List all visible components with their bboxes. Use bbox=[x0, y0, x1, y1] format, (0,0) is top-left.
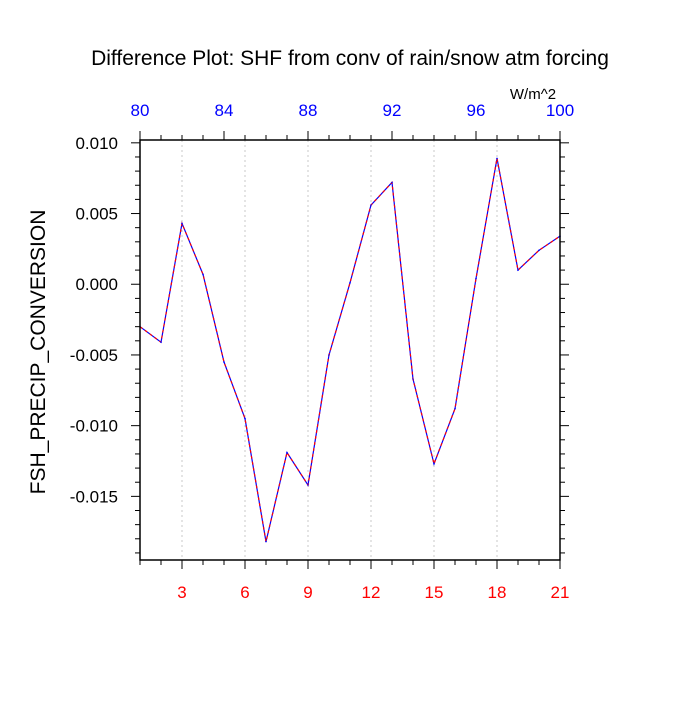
data-point bbox=[223, 361, 225, 363]
top-tick-label: 88 bbox=[299, 101, 318, 120]
data-point bbox=[538, 249, 540, 252]
top-axis-units: W/m^2 bbox=[510, 86, 556, 103]
data-point bbox=[496, 157, 498, 160]
chart-title: Difference Plot: SHF from conv of rain/s… bbox=[91, 47, 609, 70]
data-point bbox=[370, 204, 372, 206]
x-tick-label: 21 bbox=[551, 583, 570, 602]
top-tick-label: 92 bbox=[383, 101, 402, 120]
x-tick-label: 12 bbox=[362, 583, 381, 602]
tick-labels: 3 6 9 12 15 18 21 80 84 88 92 96 100 0.010 0.005 0.000 -… bbox=[70, 101, 574, 602]
top-tick-label: 84 bbox=[215, 101, 234, 120]
y-tick-label: -0.015 bbox=[70, 487, 118, 506]
top-tick-label: 96 bbox=[467, 101, 486, 120]
y-tick-label: 0.005 bbox=[75, 205, 118, 224]
y-axis-label: FSH_PRECIP_CONVERSION bbox=[27, 210, 50, 495]
x-tick-label: 9 bbox=[303, 583, 312, 602]
y-tick-label: 0.000 bbox=[75, 275, 118, 294]
top-tick-label: 80 bbox=[131, 101, 150, 120]
x-tick-label: 18 bbox=[488, 583, 507, 602]
data-point bbox=[517, 269, 519, 271]
data-point bbox=[475, 277, 477, 280]
series-line-dashes bbox=[139, 158, 561, 542]
data-point bbox=[328, 354, 330, 356]
y-tick-label: -0.010 bbox=[70, 417, 118, 436]
data-point bbox=[454, 407, 456, 410]
x-tick-label: 6 bbox=[240, 583, 249, 602]
data-point bbox=[202, 273, 204, 276]
data-point bbox=[412, 378, 414, 380]
data-point bbox=[307, 484, 309, 486]
gridlines bbox=[181, 140, 561, 560]
x-tick-label: 15 bbox=[425, 583, 444, 602]
series-group bbox=[139, 157, 561, 543]
data-point bbox=[244, 417, 246, 420]
data-point bbox=[391, 181, 393, 184]
x-tick-label: 3 bbox=[177, 583, 186, 602]
data-point bbox=[433, 463, 435, 465]
axis-ticks bbox=[131, 131, 569, 569]
top-tick-label: 100 bbox=[546, 101, 574, 120]
y-tick-label: 0.010 bbox=[75, 134, 118, 153]
data-point bbox=[181, 222, 183, 225]
data-point bbox=[349, 282, 351, 284]
data-point bbox=[160, 341, 162, 344]
data-point bbox=[265, 540, 267, 543]
y-tick-label: -0.005 bbox=[70, 346, 118, 365]
data-point bbox=[286, 451, 288, 454]
